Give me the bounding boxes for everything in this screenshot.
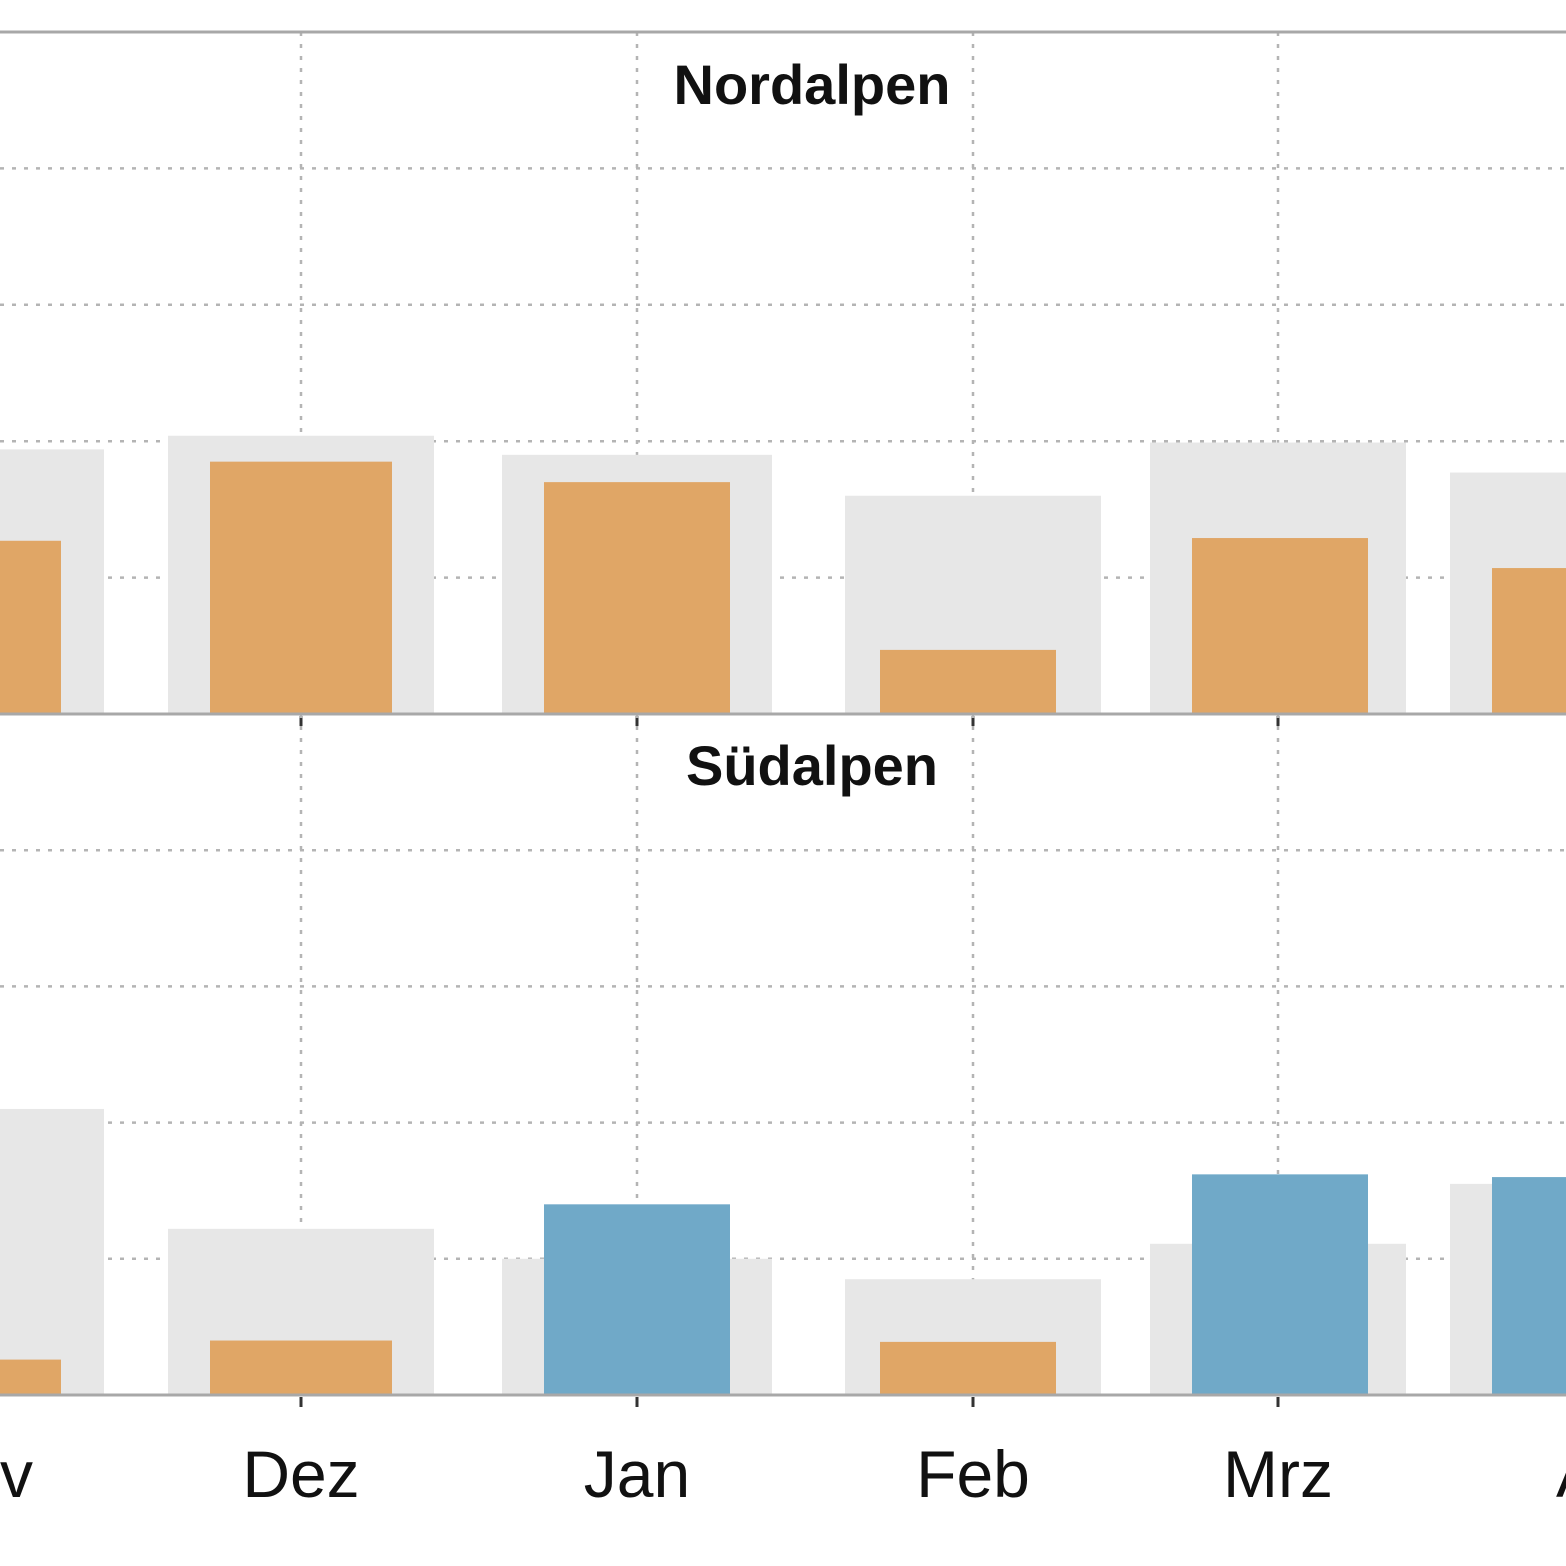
observed-bar-feb (880, 649, 1056, 714)
reference-bar-nov (0, 1108, 104, 1395)
observed-bar-mrz (1192, 538, 1368, 714)
x-tick-label-apr: A (1556, 1437, 1566, 1511)
observed-bar-jan (544, 482, 730, 714)
x-axis: v Dez Jan Feb Mrz A (0, 1437, 1566, 1511)
observed-bar-dez (210, 1340, 392, 1395)
observed-bar-jan (544, 1204, 730, 1395)
x-tick-label-nov: v (0, 1437, 33, 1511)
observed-bar-mrz (1192, 1174, 1368, 1395)
panel-nordalpen: Nordalpen (0, 30, 1566, 726)
panel-suedalpen: Südalpen (0, 712, 1566, 1407)
observed-bar-apr (1492, 568, 1566, 714)
observed-bar-nov (0, 1359, 61, 1395)
observed-bar-dez (210, 461, 392, 714)
x-tick-label-dez: Dez (242, 1437, 359, 1511)
x-tick-label-jan: Jan (584, 1437, 690, 1511)
observed-bar-nov (0, 540, 61, 714)
observed-bar-apr (1492, 1177, 1566, 1395)
x-tick-label-mrz: Mrz (1223, 1437, 1333, 1511)
x-tick-label-feb: Feb (916, 1437, 1030, 1511)
observed-bar-feb (880, 1341, 1056, 1395)
panel-title-suedalpen: Südalpen (686, 734, 938, 797)
panel-title-nordalpen: Nordalpen (674, 53, 951, 116)
